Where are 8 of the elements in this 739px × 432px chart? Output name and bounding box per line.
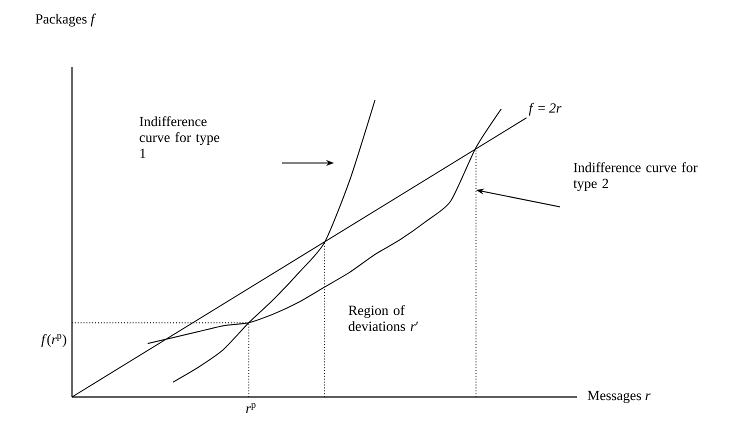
text: Packages f <box>36 14 96 27</box>
x-axis-title: Messages r <box>588 390 650 404</box>
annotation: Region of deviations r′ <box>348 305 418 332</box>
annotation: Indifference curve for type 2 <box>573 162 698 192</box>
annotation: Indifference curve for type 1 <box>140 116 220 158</box>
text: r$^{p}$ <box>246 403 256 413</box>
ref-line-label: f(r$^{p}$) <box>41 334 66 347</box>
series-label: f = 2r <box>528 102 562 116</box>
